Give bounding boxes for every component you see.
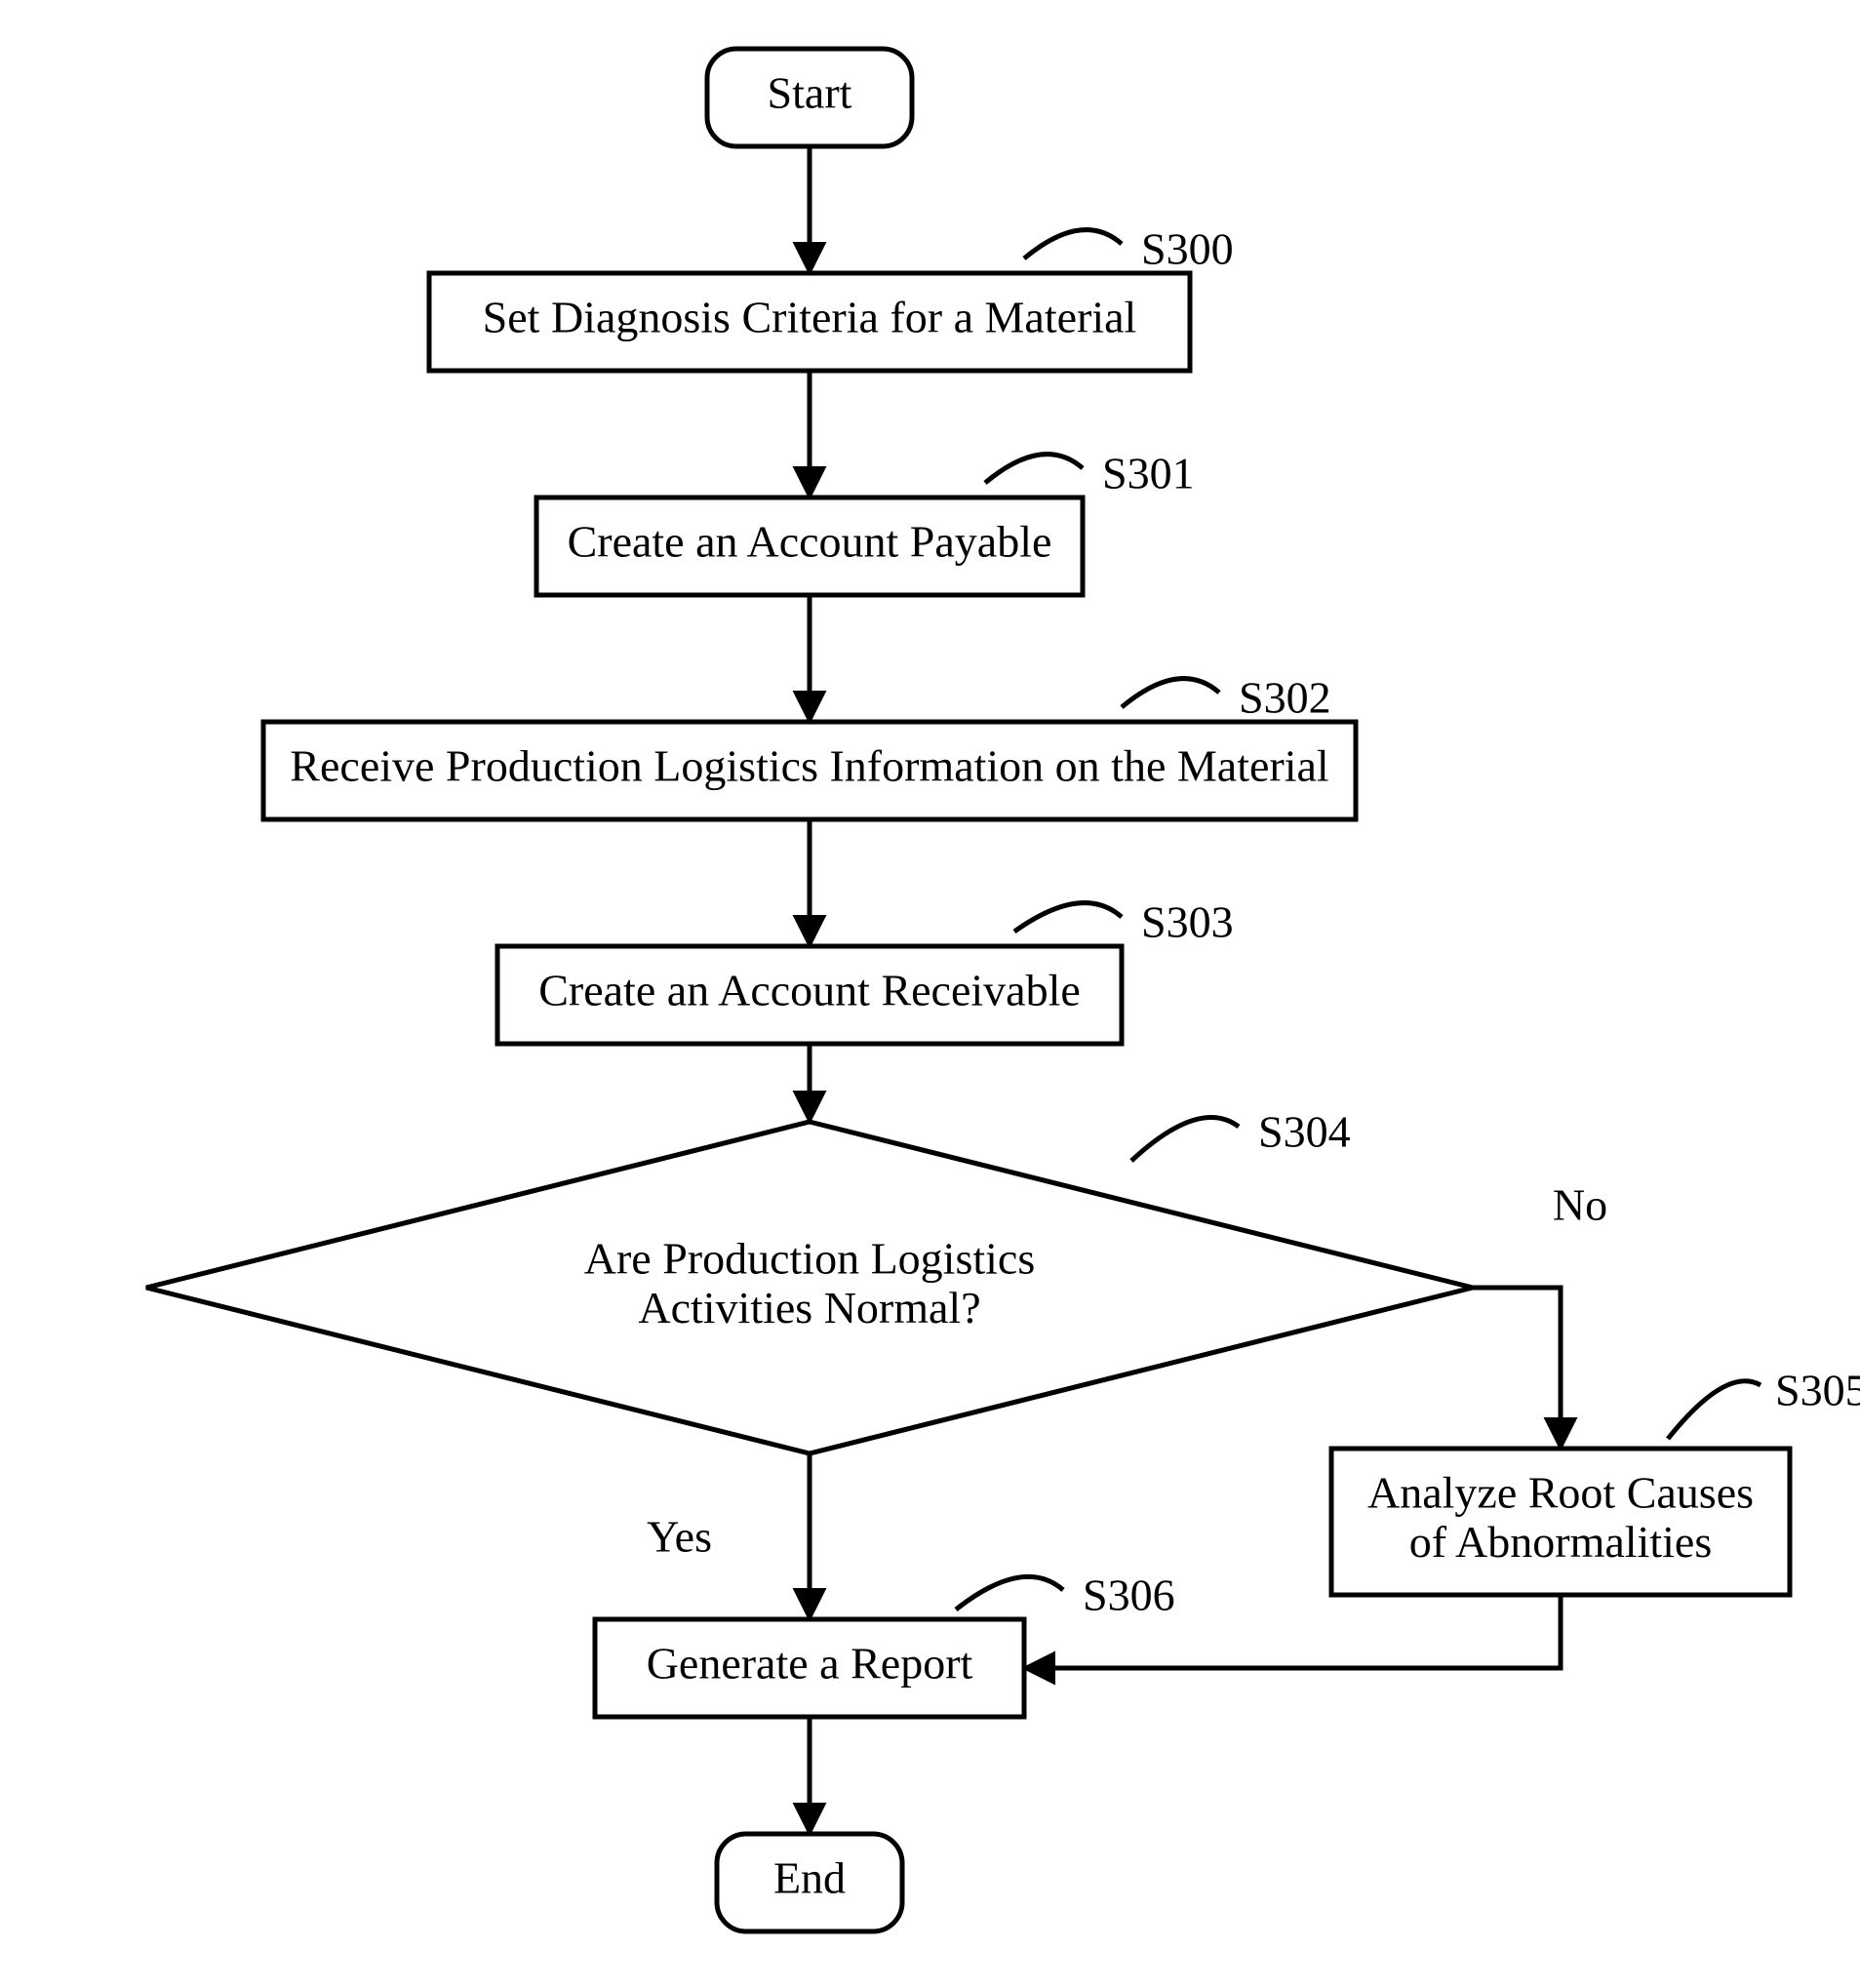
node-s302-text: Receive Production Logistics Information…: [290, 741, 1328, 791]
node-s303: Create an Account Receivable: [497, 946, 1122, 1044]
node-s306-text: Generate a Report: [647, 1639, 973, 1689]
node-end: End: [717, 1834, 902, 1931]
node-s302: Receive Production Logistics Information…: [263, 722, 1356, 819]
step-label-s303: S303: [1014, 897, 1234, 947]
step-label-s306-text: S306: [1083, 1571, 1175, 1620]
node-s301-text: Create an Account Payable: [568, 517, 1052, 567]
step-label-s305-text: S305: [1775, 1366, 1860, 1415]
node-s300-text: Set Diagnosis Criteria for a Material: [483, 293, 1137, 342]
flowchart-canvas: Start Set Diagnosis Criteria for a Materi…: [0, 0, 1860, 1988]
node-start: Start: [707, 49, 912, 146]
node-s304-text1: Are Production Logistics: [584, 1233, 1036, 1283]
node-s304-text2: Activities Normal?: [638, 1283, 980, 1332]
step-label-s302-text: S302: [1239, 673, 1331, 723]
branch-label-yes: Yes: [647, 1512, 712, 1562]
node-s301: Create an Account Payable: [536, 497, 1083, 595]
step-label-s303-text: S303: [1141, 897, 1234, 947]
node-start-text: Start: [768, 68, 852, 118]
step-label-s305: S305: [1668, 1366, 1860, 1439]
step-label-s301: S301: [985, 449, 1195, 498]
nodes-layer: Start Set Diagnosis Criteria for a Materi…: [146, 49, 1790, 1931]
node-s304: Are Production LogisticsActivities Norma…: [146, 1122, 1473, 1453]
node-s305-text1: Analyze Root Causes: [1367, 1467, 1754, 1517]
step-label-s306: S306: [956, 1571, 1175, 1620]
step-label-s300: S300: [1024, 224, 1234, 274]
step-label-s301-text: S301: [1102, 449, 1195, 498]
node-s303-text: Create an Account Receivable: [538, 966, 1081, 1015]
node-s305-text2: of Abnormalities: [1409, 1517, 1712, 1567]
step-label-s302: S302: [1122, 673, 1331, 723]
step-label-s304-text: S304: [1258, 1107, 1351, 1157]
branch-label-no: No: [1553, 1180, 1607, 1230]
step-label-s304: S304: [1131, 1107, 1351, 1161]
node-end-text: End: [773, 1853, 846, 1903]
node-s305: Analyze Root Causesof Abnormalities: [1331, 1449, 1790, 1595]
node-s300: Set Diagnosis Criteria for a Material: [429, 273, 1190, 371]
step-label-s300-text: S300: [1141, 224, 1234, 274]
node-s306: Generate a Report: [595, 1619, 1024, 1717]
edge-s304-s305: [1473, 1288, 1561, 1449]
